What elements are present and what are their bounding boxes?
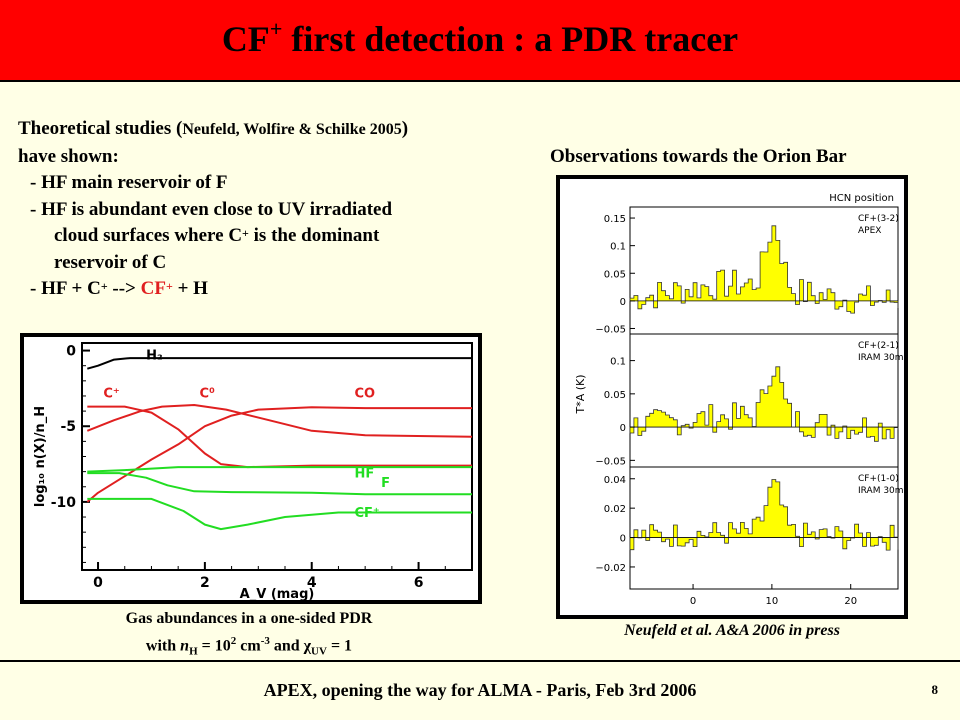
y-tick-label: -10 [51, 495, 77, 511]
intro-text: Theoretical studies (Neufeld, Wolfire & … [18, 116, 538, 303]
x-tick-label: 0 [93, 575, 103, 591]
spectrum-fill [629, 225, 899, 314]
pdr-caption-line-2: with nH = 102 cm-3 and χUV = 1 [145, 635, 353, 658]
spectrum-y-tick-label: −0.05 [595, 456, 626, 467]
spectrum-x-tick-label: 20 [844, 596, 857, 607]
series-hf [87, 466, 472, 473]
y-tick-label: 0 [66, 344, 76, 360]
cf-spectra-chart: HCN position T*A (K) 0.15 0.1 0.05 0 −0.05 CF+(… [574, 193, 904, 607]
bullet-hf-reservoir: - HF main reservoir of F [30, 172, 228, 193]
x-axis-label: A_V (mag) [240, 587, 315, 600]
spectrum-y-tick-label: −0.05 [595, 324, 626, 335]
intro-line-2: have shown: [18, 145, 119, 167]
series-label: F [381, 476, 390, 491]
spectrum-y-tick-label: −0.02 [595, 563, 626, 574]
spectrum-y-tick-label: 0.05 [604, 390, 626, 401]
y-tick-label: -5 [60, 419, 76, 435]
series-h2 [87, 357, 472, 370]
spectrum-y-tick-label: 0 [620, 297, 626, 308]
y-axis-label: log₁₀ n(X)/n_H [33, 406, 48, 507]
series-label: HF [354, 467, 374, 482]
footer-divider [0, 660, 960, 662]
title-bar: CF+ first detection : a PDR tracer [0, 0, 960, 82]
spectrum-y-tick-label: 0.02 [604, 504, 626, 515]
spectrum-telescope: IRAM 30m [858, 486, 904, 496]
pdr-caption-line-1: Gas abundances in a one-sided PDR [125, 610, 373, 627]
spectra-chart-frame: HCN position T*A (K) 0.15 0.1 0.05 0 −0.05 CF+(… [556, 175, 908, 619]
series-label: H₂ [146, 349, 163, 364]
spectrum-y-tick-label: 0.1 [610, 242, 626, 253]
plot-area [81, 342, 473, 571]
spectrum-y-tick-label: 0.04 [604, 475, 626, 486]
spectrum-x-tick-label: 0 [690, 596, 696, 607]
spectrum-telescope: IRAM 30m [858, 353, 904, 363]
spectrum-line-name: CF+(2-1) [858, 341, 899, 351]
series-label: CF⁺ [354, 506, 379, 521]
bullet-hf-abundant: - HF is abundant even close to UV irradi… [30, 198, 393, 220]
spectrum-telescope: APEX [858, 226, 881, 236]
series-cf-plus [87, 497, 472, 531]
slide-title: CF+ first detection : a PDR tracer [221, 16, 739, 59]
spectra-caption: Neufeld et al. A&A 2006 in press [624, 622, 840, 639]
series-co [86, 406, 472, 503]
observations-title: Observations towards the Orion Bar [550, 146, 847, 167]
spectrum-y-tick-label: 0.05 [604, 269, 626, 280]
intro-line-1: Theoretical studies (Neufeld, Wolfire & … [18, 118, 409, 139]
spectrum-y-tick-label: 0.15 [604, 214, 626, 225]
series-c0 [86, 404, 473, 438]
spectrum-y-tick-label: 0.1 [610, 357, 626, 368]
spectrum-line-name: CF+(3-2) [858, 214, 899, 224]
spectrum-fill [629, 366, 899, 442]
spectrum-line-name: CF+(1-0) [858, 474, 899, 484]
pdr-abundance-chart: 0 -5 -10 0 2 4 6 log₁₀ n(X)/n_H A_V (mag) H₂ C⁺ C⁰ C… [33, 342, 473, 602]
bullet-reaction: - HF + C+ --> CF+ + H [30, 278, 208, 299]
footer-text: APEX, opening the way for ALMA - Paris, … [263, 680, 697, 700]
spectrum-x-tick-label: 10 [766, 596, 779, 607]
pdr-abundance-chart-frame: 0 -5 -10 0 2 4 6 log₁₀ n(X)/n_H A_V (mag) H₂ C⁺ C⁰ C… [20, 333, 482, 604]
x-tick-label: 2 [200, 575, 210, 591]
page-number: 8 [931, 682, 939, 697]
spectra-title: HCN position [829, 193, 894, 204]
spectrum-y-tick-label: 0 [620, 423, 626, 434]
x-tick-label: 6 [414, 575, 424, 591]
series-label: CO [354, 386, 375, 401]
series-c-plus [87, 405, 472, 469]
spectrum-y-tick-label: 0 [620, 534, 626, 545]
series-f [87, 472, 472, 496]
pdr-caption: Gas abundances in a one-sided PDR with n… [18, 608, 480, 663]
bullet-continuation-2: reservoir of C [54, 251, 167, 273]
series-label: C⁺ [103, 386, 119, 401]
bullet-continuation-1: cloud surfaces where C+ is the dominant [54, 225, 380, 246]
spectrum-fill [629, 479, 899, 551]
x-tick-label: 4 [307, 575, 317, 591]
series-label: C⁰ [200, 386, 216, 401]
spectra-y-axis-label: T*A (K) [574, 374, 587, 414]
